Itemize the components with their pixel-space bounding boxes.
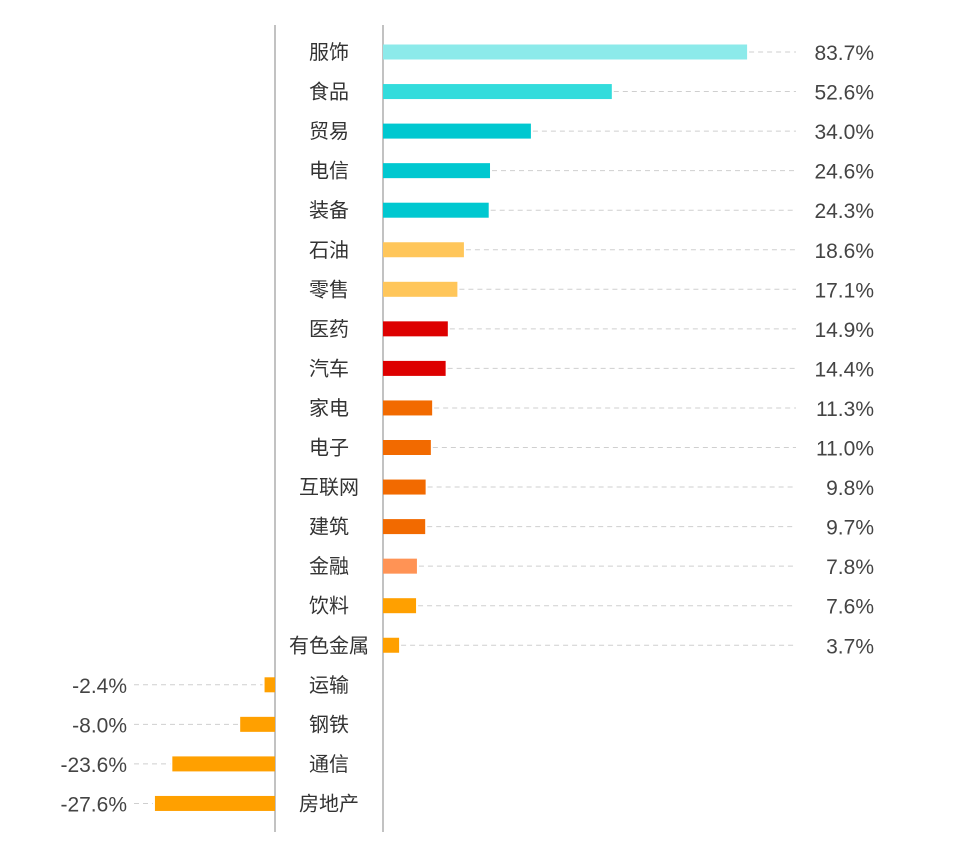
bar (383, 400, 433, 416)
category-label: 电子 (309, 437, 349, 460)
category-label: 食品 (309, 81, 349, 104)
value-label: 52.6% (814, 82, 874, 105)
bar (383, 519, 426, 535)
value-label: 24.6% (814, 161, 874, 184)
value-label: 83.7% (814, 42, 874, 65)
value-label: -23.6% (60, 754, 127, 777)
bar (264, 677, 275, 693)
category-label: 互联网 (299, 476, 359, 499)
bar (383, 123, 531, 139)
category-label: 电信 (309, 160, 349, 183)
category-label: 饮料 (309, 595, 349, 618)
value-label: -2.4% (72, 675, 127, 698)
category-label: 建筑 (309, 516, 349, 539)
category-label: 汽车 (309, 357, 349, 380)
category-label: 医药 (309, 318, 349, 341)
bar (383, 84, 612, 100)
category-label: 金融 (309, 555, 349, 578)
category-label: 家电 (309, 397, 349, 420)
category-label: 服饰 (309, 41, 349, 64)
bar (383, 202, 489, 218)
value-label: 18.6% (814, 240, 874, 263)
bar (383, 242, 464, 258)
value-label: 14.4% (814, 358, 874, 381)
bar (383, 321, 448, 337)
bar (383, 163, 491, 179)
category-label: 零售 (309, 278, 349, 301)
value-label: 7.8% (826, 556, 874, 579)
bar (383, 44, 748, 60)
value-label: 9.8% (826, 477, 874, 500)
bar (383, 360, 446, 376)
bar (240, 716, 275, 732)
bar (383, 281, 458, 297)
category-label: 钢铁 (309, 713, 349, 736)
value-label: -27.6% (60, 793, 127, 816)
bar (154, 795, 275, 811)
value-label: 17.1% (814, 279, 874, 302)
category-label: 有色金属 (289, 634, 369, 657)
value-label: 7.6% (826, 596, 874, 619)
value-label: 11.0% (816, 438, 874, 461)
value-label: 9.7% (826, 517, 874, 540)
category-label: 房地产 (299, 792, 359, 815)
category-label: 通信 (309, 753, 349, 776)
value-label: 34.0% (814, 121, 874, 144)
bar (383, 598, 417, 614)
category-label: 贸易 (309, 120, 349, 143)
value-label: 11.3% (816, 398, 874, 421)
value-label: 24.3% (814, 200, 874, 223)
bar (383, 479, 426, 495)
category-label: 运输 (309, 674, 349, 697)
bar (383, 637, 400, 653)
value-label: -8.0% (72, 714, 127, 737)
bar (383, 558, 417, 574)
category-label: 石油 (309, 239, 349, 262)
category-label: 装备 (309, 199, 349, 222)
chart-marks: 服饰 83.7% 食品 52.6% 贸易 34.0% 电信 24.6% 装备 24.3% 石油 18.… (60, 41, 874, 816)
value-label: 3.7% (826, 635, 874, 658)
bar (383, 440, 431, 455)
value-label: 14.9% (814, 319, 874, 342)
bar (172, 756, 275, 772)
